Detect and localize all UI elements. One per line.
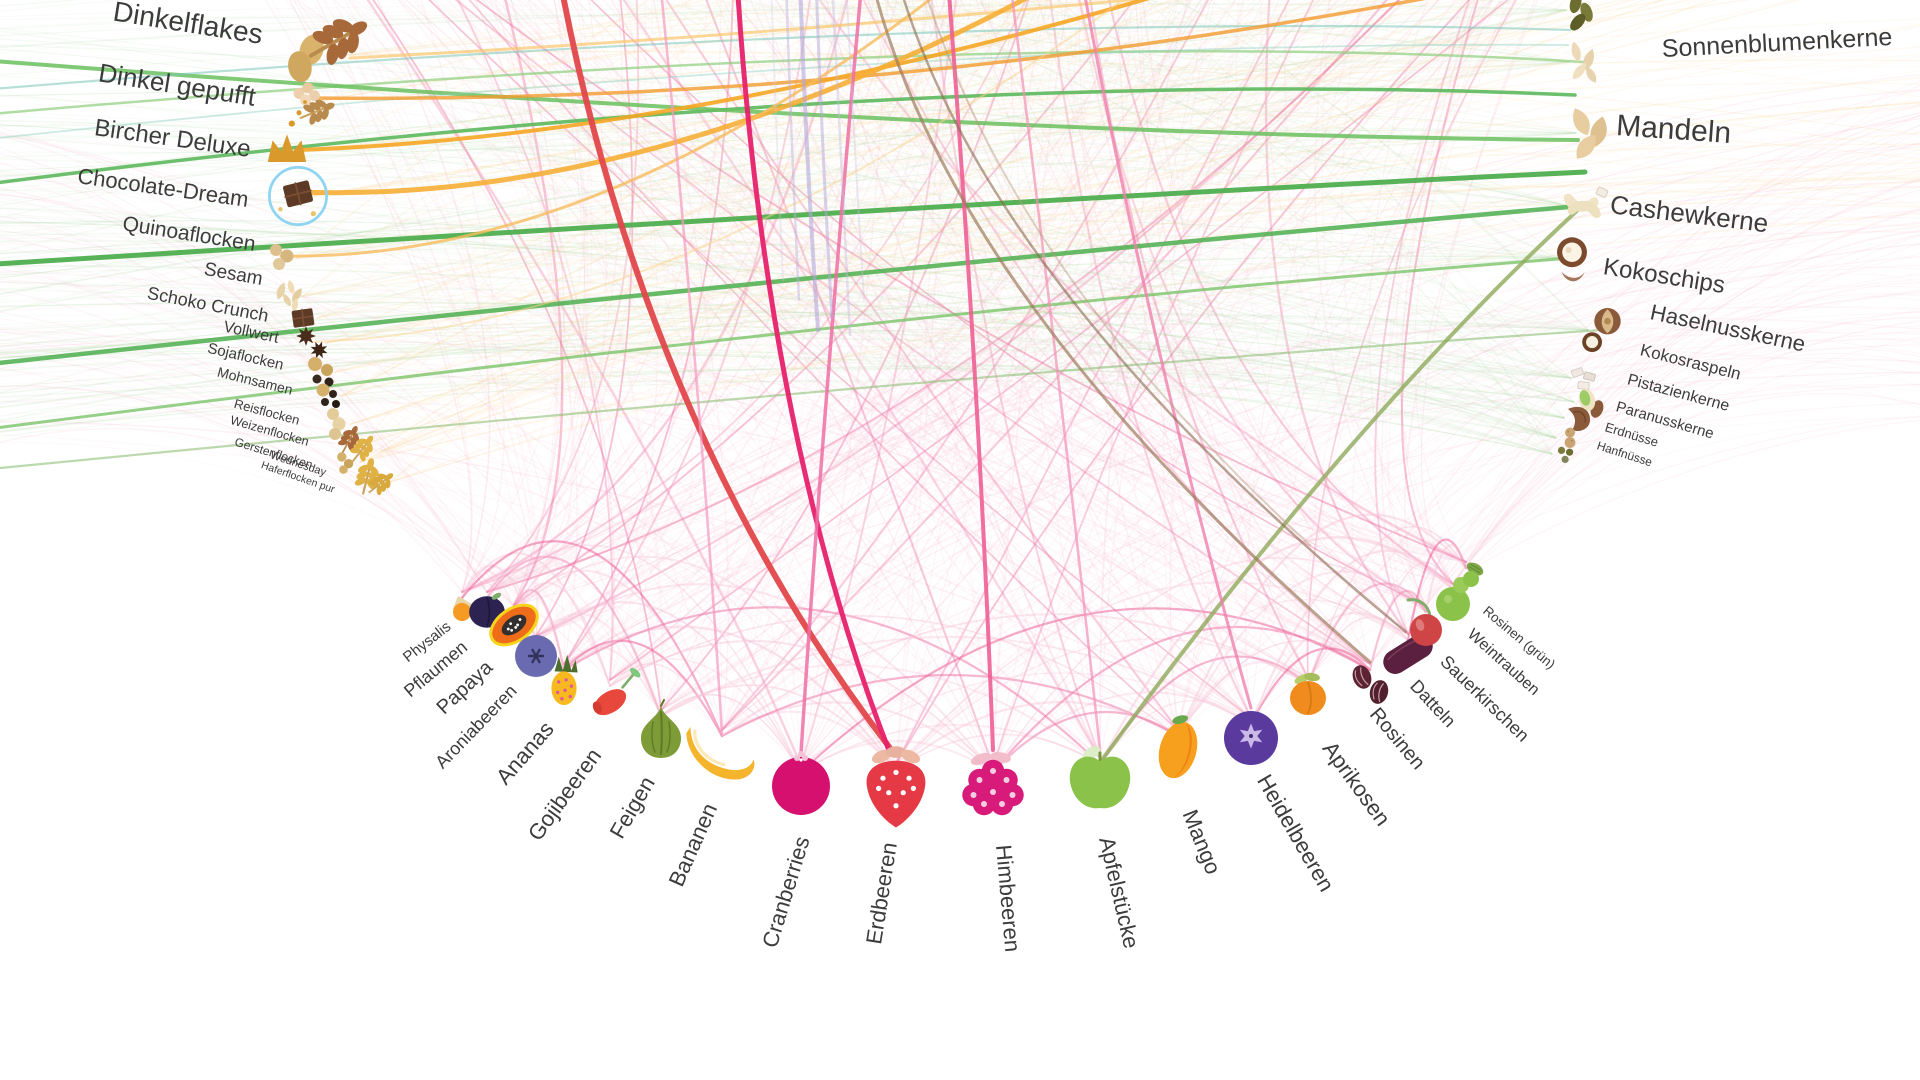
papaya-icon [489, 603, 539, 647]
rosinen-label-text: Rosinen [1365, 703, 1430, 774]
ananas-icon [551, 654, 578, 705]
feigen-icon [641, 699, 681, 758]
ananas-label-text: Ananas [491, 716, 560, 790]
apfelstuecke-label-text: Apfelstücke [1093, 834, 1144, 951]
cashewkerne-label-text: Cashewkerne [1608, 189, 1771, 239]
bananen-icon [686, 726, 755, 780]
heidelbeeren-icon [1224, 711, 1278, 765]
dinkelflakes-icon [288, 19, 368, 83]
heidelbeeren-label-text: Heidelbeeren [1251, 770, 1339, 897]
mohnsamen-icon [316, 383, 340, 408]
chocolate-dream-icon [268, 166, 328, 226]
hanfnuesse-icon [1557, 446, 1574, 463]
bircher-deluxe-icon [267, 100, 307, 162]
datteln-label-text: Datteln [1406, 675, 1460, 732]
erdnuesse-icon [1564, 427, 1576, 448]
haselnusskerne-icon [1582, 308, 1621, 352]
aroniabeeren-icon [515, 635, 557, 677]
schoko-crunch-label-text: Schoko Crunch [145, 282, 271, 326]
kuerbiskerne-icon [1569, 0, 1593, 31]
vollwert-icon [296, 326, 328, 359]
mohnsamen-label-text: Mohnsamen [215, 363, 295, 399]
icon-layer [267, 0, 1621, 828]
rosinen-gruen-icon [1453, 562, 1484, 593]
sesam-label-text: Sesam [202, 259, 265, 291]
apfelstuecke-icon [1069, 746, 1131, 809]
chocolate-dream-label-text: Chocolate-Dream [75, 163, 251, 213]
gojibeeren-icon [592, 667, 641, 716]
kokosraspeln-icon [1570, 367, 1596, 390]
reisflocken-icon [327, 408, 346, 440]
haferflocken-pur-icon [354, 458, 394, 496]
himbeeren-icon [962, 752, 1024, 816]
gojibeeren-label-text: Gojibeeren [523, 743, 607, 846]
schoko-crunch-icon [291, 308, 315, 328]
erdbeeren-icon [866, 746, 926, 828]
sojaflocken-icon [308, 357, 334, 387]
sesam-icon [276, 280, 302, 313]
bircher-deluxe-label-text: Bircher Deluxe [92, 114, 253, 164]
dinkel-gepufft-icon [293, 82, 335, 125]
mandeln-label-text: Mandeln [1615, 109, 1733, 151]
physalis-icon [453, 596, 472, 621]
himbeeren-label-text: Himbeeren [990, 843, 1025, 954]
sonnenblumenkerne-icon [1571, 41, 1597, 83]
gerstenflocken-icon [337, 452, 354, 474]
sonnenblumenkerne-label-text: Sonnenblumenkerne [1661, 22, 1893, 63]
kokoschips-label-text: Kokoschips [1601, 253, 1727, 300]
mango-icon [1158, 715, 1198, 779]
mango-label-text: Mango [1177, 806, 1226, 878]
paranusskerne-icon [1568, 406, 1591, 431]
aprikosen-icon [1290, 672, 1326, 715]
erdbeeren-label-text: Erdbeeren [861, 840, 903, 946]
quinoaflocken-icon [270, 244, 294, 270]
mandeln-icon [1573, 108, 1607, 159]
cranberries-label-text: Cranberries [757, 833, 815, 951]
vollwert-label-text: Vollwert [221, 318, 281, 347]
sauerkirschen-icon [1406, 598, 1442, 646]
dinkelflakes-label-text: Dinkelflakes [111, 0, 266, 50]
ribbon-layer [0, 0, 1920, 774]
wednesday-icon [350, 435, 374, 462]
aprikosen-label-text: Aprikosen [1317, 736, 1396, 831]
feigen-label-text: Feigen [604, 772, 661, 843]
cashewkerne-icon [1563, 186, 1609, 218]
kokoschips-icon [1557, 237, 1587, 282]
bananen-label-text: Bananen [663, 799, 723, 891]
kuerbiskerne-label-text: Kürbiskerne [1649, 0, 1779, 3]
rosinen-icon [1352, 665, 1389, 704]
cranberries-icon [772, 751, 830, 815]
pistazienkerne-icon [1578, 389, 1604, 418]
dinkel-gepufft-label-text: Dinkel gepufft [96, 57, 258, 112]
quinoaflocken-label-text: Quinoaflocken [120, 212, 258, 256]
